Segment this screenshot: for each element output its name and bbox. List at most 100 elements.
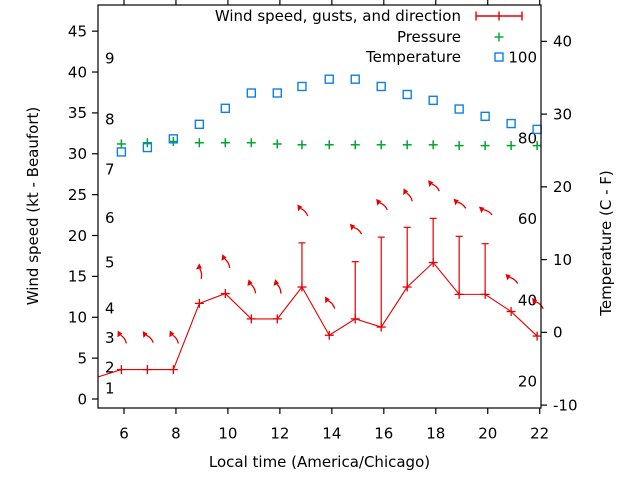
y-left-tick-label: 45 bbox=[68, 22, 87, 40]
beaufort-scale-label: 9 bbox=[105, 49, 115, 67]
wind-arrow-head bbox=[247, 279, 253, 287]
y-right-tick-label: 30 bbox=[553, 105, 572, 123]
beaufort-scale-label: 3 bbox=[105, 329, 115, 347]
wind-direction-arrow bbox=[532, 297, 544, 310]
sample-open-square bbox=[494, 52, 504, 62]
x-tick-label: 8 bbox=[171, 424, 181, 442]
temperature-marker bbox=[506, 118, 516, 129]
wind-arrow-head bbox=[349, 223, 356, 231]
pressure-marker bbox=[297, 140, 307, 150]
wind-arrow-head bbox=[403, 188, 409, 196]
wind-arrow-tail bbox=[431, 183, 440, 192]
wind-arrow-tail bbox=[120, 334, 128, 344]
wind-arrow-tail bbox=[172, 334, 179, 344]
pressure-marker bbox=[116, 139, 126, 149]
pressure-marker bbox=[350, 140, 360, 150]
wind-arrow-tail bbox=[379, 202, 388, 211]
wind-arrow-head bbox=[142, 331, 148, 338]
wind-direction-arrow bbox=[195, 263, 203, 280]
wind-arrow-tail bbox=[300, 207, 309, 217]
x-tick-label: 20 bbox=[478, 424, 497, 442]
y-right-tick-label: 0 bbox=[553, 324, 563, 342]
wind-arrow-head bbox=[453, 198, 459, 206]
wind-direction-arrow bbox=[117, 330, 128, 344]
wind-direction-arrow bbox=[221, 254, 231, 269]
x-tick-label: 22 bbox=[530, 424, 549, 442]
legend-row-pressure: Pressure bbox=[98, 27, 525, 47]
wind-arrow-tail bbox=[224, 258, 231, 269]
wind-direction-arrow bbox=[142, 331, 154, 343]
pressure-marker bbox=[272, 139, 282, 149]
fahrenheit-scale-label: 40 bbox=[518, 292, 537, 310]
legend-row-temperature: Temperature bbox=[98, 47, 525, 67]
wind-arrow-tail bbox=[199, 268, 203, 280]
wind-arrow-head bbox=[273, 279, 280, 286]
fahrenheit-scale-label: 60 bbox=[518, 210, 537, 228]
temperature-marker bbox=[168, 134, 179, 144]
legend-sample-errorbar-icon bbox=[473, 7, 525, 25]
beaufort-scale-label: 4 bbox=[105, 300, 115, 318]
pressure-marker bbox=[402, 140, 412, 150]
temperature-marker bbox=[272, 88, 282, 98]
wind-arrow-tail bbox=[509, 276, 519, 284]
pressure-marker bbox=[532, 141, 542, 151]
fahrenheit-scale-label: 100 bbox=[508, 49, 537, 67]
beaufort-scale-label: 2 bbox=[105, 358, 115, 376]
y-left-tick-label: 25 bbox=[68, 186, 87, 204]
fahrenheit-scale-label: 20 bbox=[518, 372, 537, 390]
wind-arrow-head bbox=[169, 330, 175, 338]
wind-arrow-head bbox=[195, 263, 202, 270]
wind-direction-arrow bbox=[247, 279, 257, 294]
wind-direction-arrow bbox=[505, 273, 519, 284]
wind-series-group bbox=[98, 217, 541, 378]
wind-arrow-head bbox=[221, 254, 227, 261]
y-left-tick-label: 5 bbox=[77, 349, 87, 367]
x-tick-label: 12 bbox=[270, 424, 289, 442]
temperature-marker bbox=[220, 103, 231, 113]
wind-arrow-head bbox=[428, 180, 434, 187]
wind-arrow-tail bbox=[250, 283, 257, 294]
wind-arrow-tail bbox=[276, 283, 282, 294]
y-left-tick-label: 30 bbox=[68, 145, 87, 163]
pressure-marker bbox=[246, 138, 256, 148]
temperature-marker bbox=[324, 74, 334, 84]
wind-direction-arrow bbox=[169, 330, 179, 344]
temperature-marker bbox=[480, 111, 490, 121]
pressure-marker bbox=[168, 137, 178, 147]
y-left-tick-label: 10 bbox=[68, 309, 87, 327]
wind-arrow-head bbox=[505, 273, 511, 281]
wind-arrow-tail bbox=[457, 201, 467, 209]
y-right-tick-label: 10 bbox=[553, 251, 572, 269]
wind-direction-arrow bbox=[428, 180, 440, 192]
beaufort-scale-label: 1 bbox=[105, 380, 115, 398]
legend-sample-square-icon bbox=[473, 48, 525, 66]
legend-sample-svg bbox=[494, 52, 504, 62]
temperature-marker bbox=[376, 81, 386, 92]
fahrenheit-scale-label: 80 bbox=[518, 129, 537, 147]
wind-direction-arrow bbox=[349, 223, 363, 235]
wind-arrow-head bbox=[297, 204, 303, 212]
pressure-marker bbox=[428, 140, 438, 150]
temperature-marker bbox=[402, 89, 412, 100]
y-right-tick-label: 40 bbox=[553, 33, 572, 51]
y-axis-label-left: Wind speed (kt - Beaufort) bbox=[24, 106, 42, 306]
y-left-tick-label: 15 bbox=[68, 268, 87, 286]
beaufort-scale-label: 7 bbox=[105, 161, 115, 179]
wind-arrow-head bbox=[117, 330, 123, 338]
wind-direction-arrow bbox=[376, 198, 388, 211]
wind-arrow-tail bbox=[328, 300, 336, 309]
wind-arrow-head bbox=[532, 297, 538, 305]
wind-direction-arrow bbox=[273, 279, 282, 294]
wind-direction-arrow bbox=[297, 204, 309, 217]
pressure-marker bbox=[194, 138, 204, 148]
pressure-marker bbox=[480, 141, 490, 151]
y-left-tick-label: 35 bbox=[68, 104, 87, 122]
temperature-marker bbox=[142, 142, 153, 153]
legend-sample-plus-icon bbox=[473, 28, 525, 46]
temperature-marker bbox=[428, 95, 438, 105]
legend-label-pressure: Pressure bbox=[396, 28, 461, 46]
temperature-marker bbox=[116, 147, 127, 157]
pressure-marker bbox=[142, 138, 152, 148]
wind-arrow-tail bbox=[406, 192, 413, 202]
